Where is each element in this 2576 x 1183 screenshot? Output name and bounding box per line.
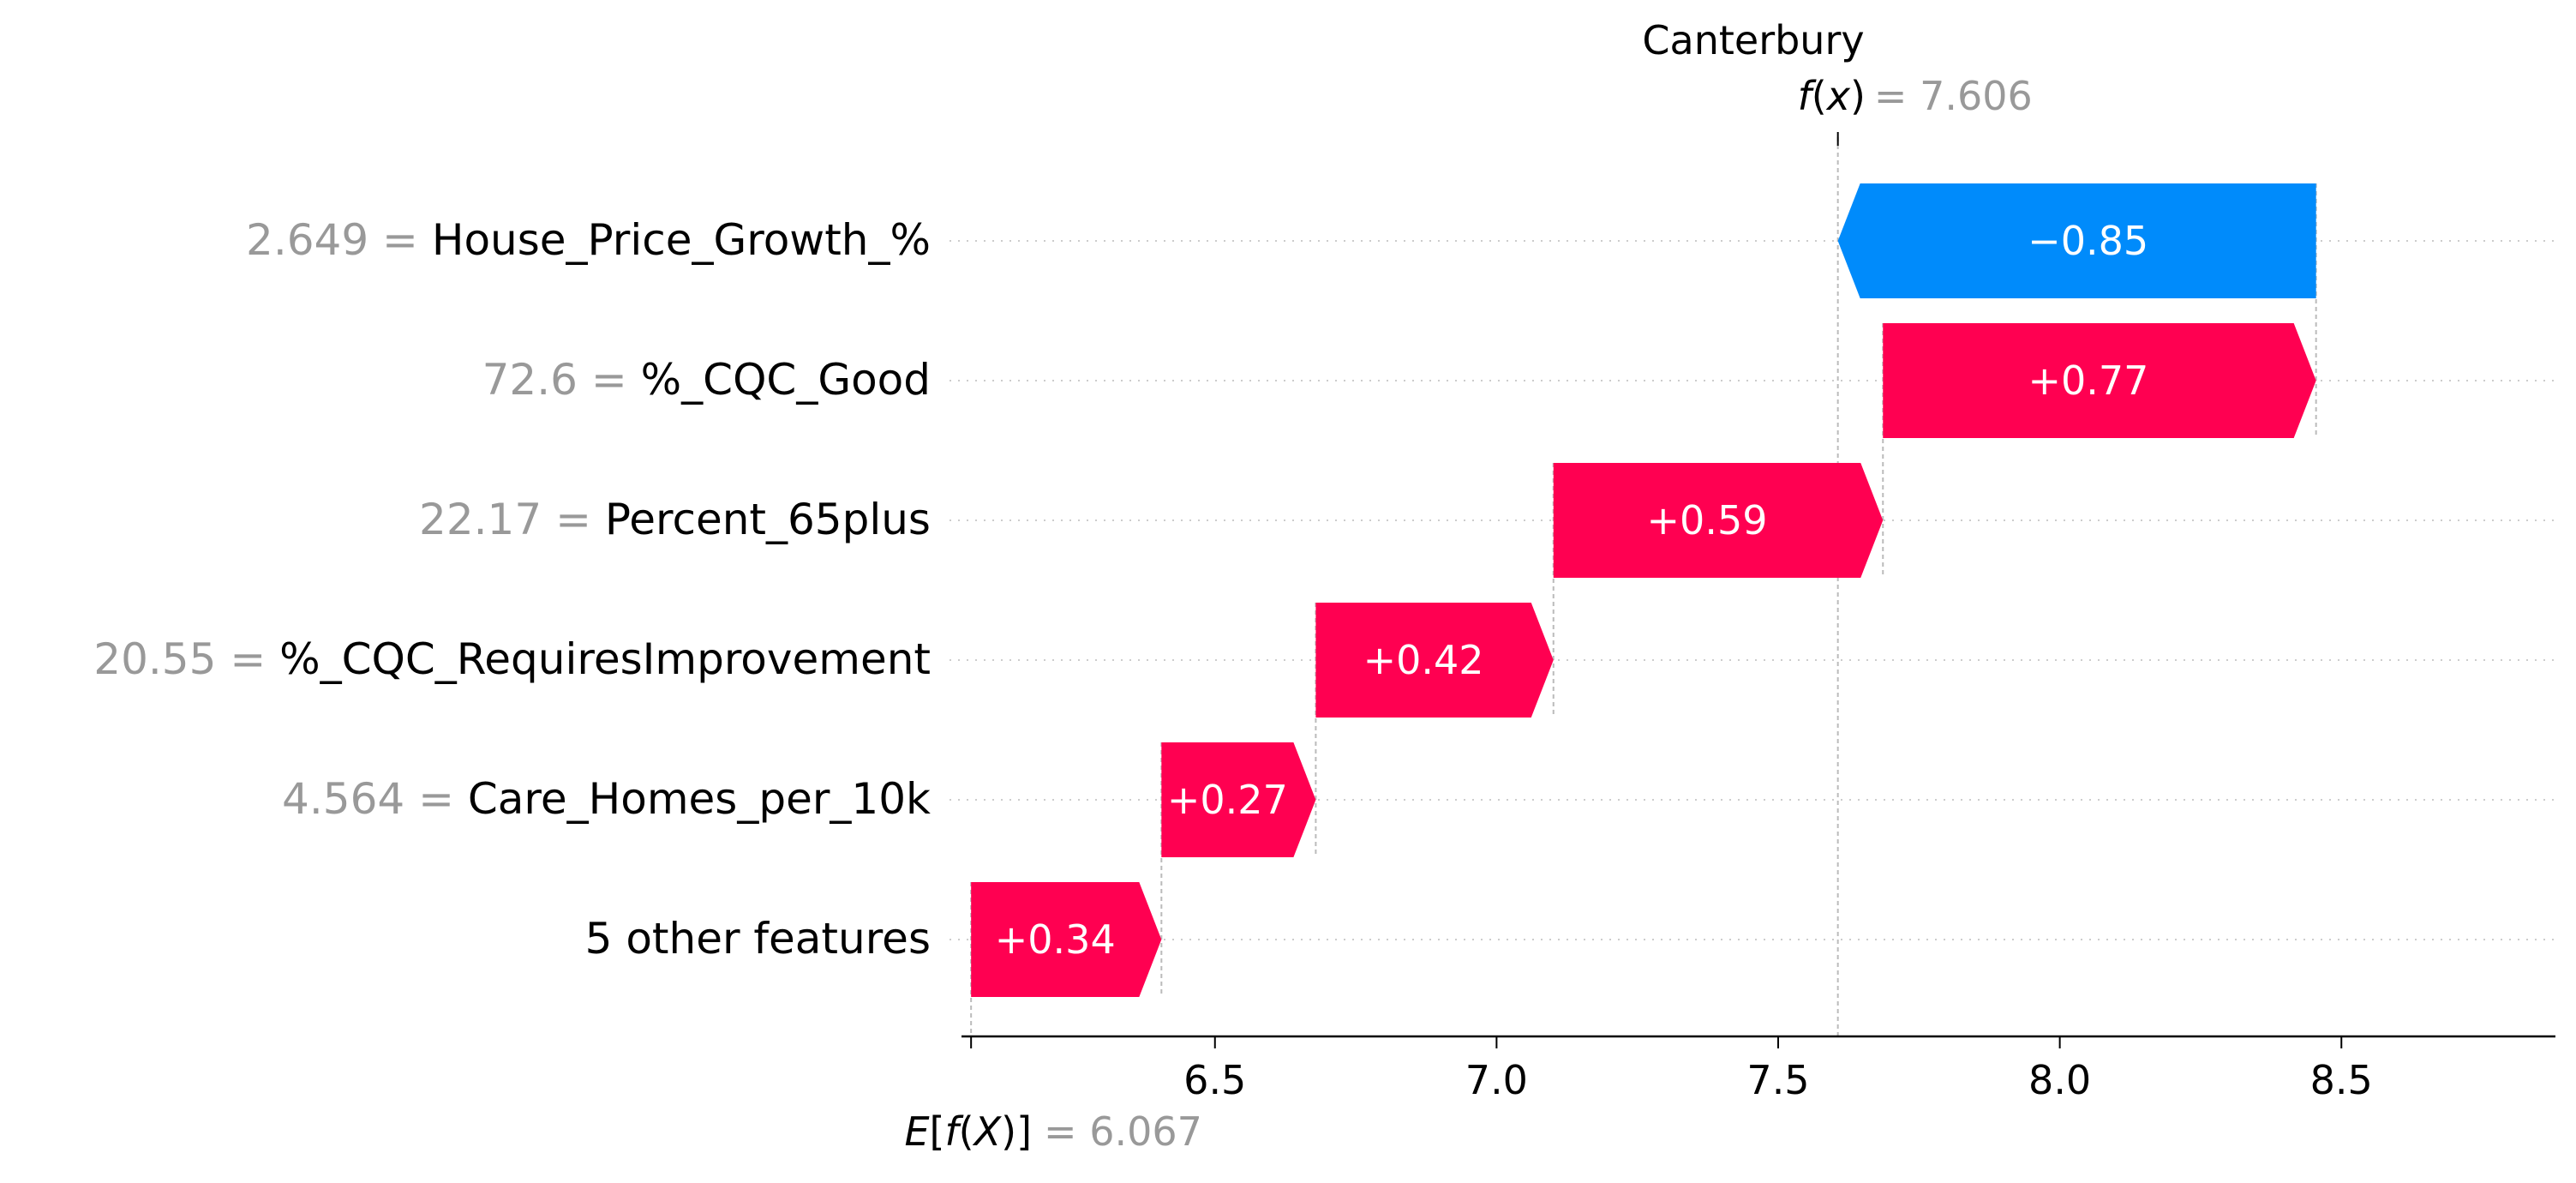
chart-footer: E[f(X)] = 6.067 [904,1108,1201,1155]
bar-value-label: +0.77 [2028,357,2148,404]
feature-label: 5 other features [585,914,931,964]
feature-label: 4.564 = Care_Homes_per_10k [282,774,931,824]
chart-title: Canterbury [1642,17,1864,63]
bar-negative [1837,183,2316,298]
base-value: = 6.067 [1044,1108,1202,1155]
feature-name: Percent_65plus [605,495,931,544]
feature-label: 22.17 = Percent_65plus [419,495,931,544]
feature-name: House_Price_Growth_% [432,215,931,265]
x-tick-label: 8.5 [2310,1057,2373,1103]
bar-positive [1553,463,1884,578]
fx-value: = 7.606 [1874,73,2033,119]
x-tick-label: 7.0 [1465,1057,1528,1103]
feature-name: %_CQC_RequiresImprovement [279,634,931,684]
bar-value-label: +0.34 [995,916,1116,963]
chart-header: Canterbury f(x) = 7.606 [1642,17,2033,146]
x-tick-label: 6.5 [1183,1057,1246,1103]
bar-positive [1315,603,1554,718]
x-tick-label: 8.0 [2028,1057,2091,1103]
feature-value: 22.17 = [419,495,605,544]
x-tick-label: 7.5 [1746,1057,1809,1103]
feature-value: 2.649 = [246,215,432,265]
base-value-label: E[f(X)] = 6.067 [904,1108,1201,1155]
bars: −0.85 +0.77 +0.59 +0.42 +0.27 +0.34 [971,183,2316,997]
bar-positive [971,882,1162,997]
feature-label: 72.6 = %_CQC_Good [482,355,931,405]
feature-value: 4.564 = [282,774,468,824]
feature-name: Care_Homes_per_10k [468,774,931,824]
feature-labels: 2.649 = House_Price_Growth_% 72.6 = %_CQC… [93,215,931,964]
bar-value-label: +0.59 [1647,497,1768,543]
bar-positive [1883,323,2316,438]
bar-value-label: +0.27 [1167,777,1288,823]
bar-value-label: +0.42 [1363,637,1484,683]
feature-value: 20.55 = [93,634,279,684]
bar-value-label: −0.85 [2028,218,2148,264]
feature-name: 5 other features [585,914,931,964]
feature-name: %_CQC_Good [641,355,931,405]
feature-value: 72.6 = [482,355,641,405]
feature-label: 2.649 = House_Price_Growth_% [246,215,931,265]
bar-positive [1161,742,1316,857]
x-axis: 6.5 7.0 7.5 8.0 8.5 [962,1035,2555,1103]
feature-label: 20.55 = %_CQC_RequiresImprovement [93,634,931,684]
fx-label: f(x) = 7.606 [1798,73,2033,119]
